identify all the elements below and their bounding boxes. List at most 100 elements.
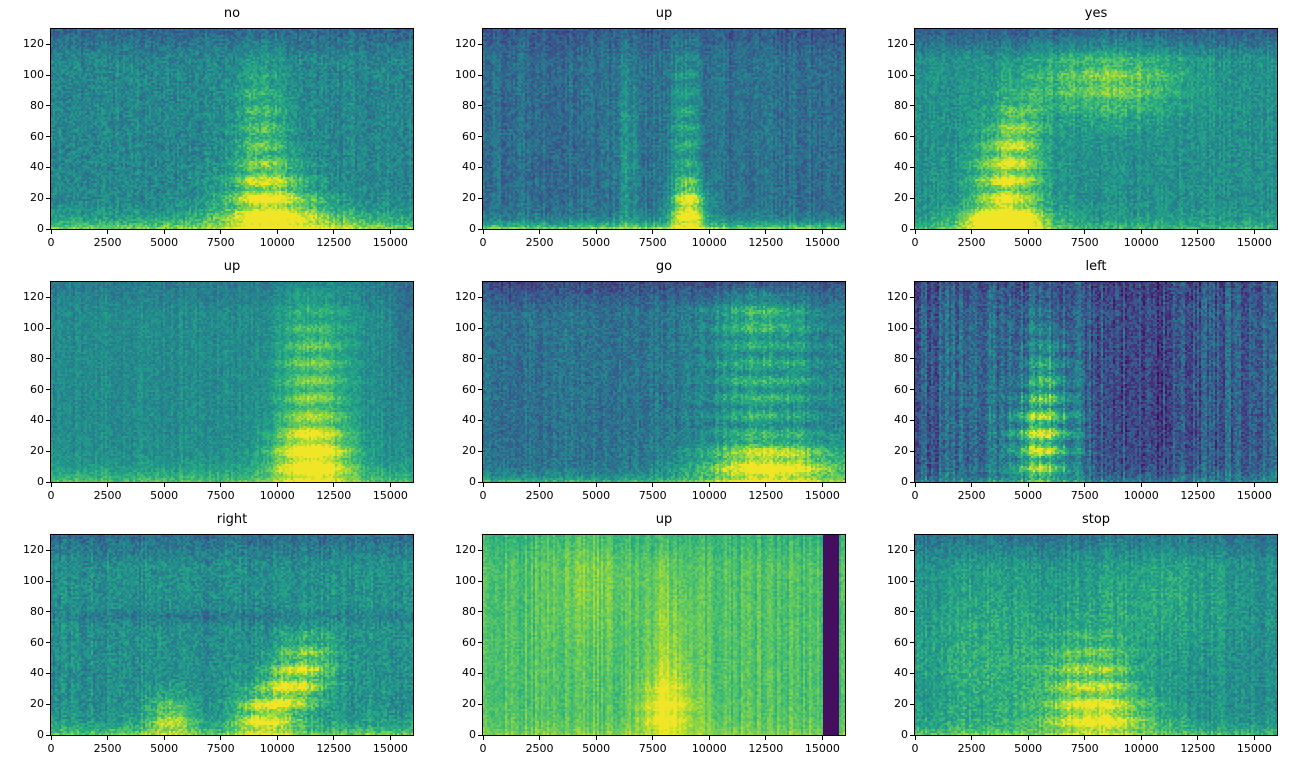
x-tick-mark <box>276 736 278 740</box>
subplot-title: no <box>223 6 241 21</box>
y-axis-tick-label: 80 <box>462 98 476 112</box>
x-axis-tick-label: 2500 <box>93 742 122 755</box>
y-tick-mark <box>478 703 482 705</box>
spectrogram-plot <box>914 281 1278 483</box>
x-axis-tick-label: 15000 <box>372 742 408 755</box>
x-axis-tick-label: 7500 <box>638 236 667 249</box>
x-tick-mark <box>1197 483 1199 487</box>
x-axis-tick-label: 7500 <box>1070 236 1099 249</box>
y-tick-mark <box>478 197 482 199</box>
y-tick-mark <box>478 419 482 421</box>
y-tick-mark <box>478 327 482 329</box>
y-axis-tick-label: 40 <box>462 160 476 174</box>
subplot-right: right 0 2500 5000 7500 10000 12500 15000 0 20 40 6… <box>0 506 432 759</box>
y-tick-mark <box>478 296 482 298</box>
subplot-up-1: up 0 2500 5000 7500 10000 12500 15000 0 20 40 60 80… <box>432 0 864 253</box>
x-axis-tick-label: 7500 <box>206 489 235 502</box>
spectrogram-plot <box>50 281 414 483</box>
y-tick-mark <box>46 136 50 138</box>
x-tick-mark <box>595 483 597 487</box>
y-axis-tick-label: 20 <box>462 191 476 205</box>
x-axis-tick-label: 0 <box>911 742 919 755</box>
y-tick-mark <box>46 419 50 421</box>
y-axis-tick-label: 100 <box>887 321 908 335</box>
y-axis-tick-label: 80 <box>30 604 44 618</box>
subplot-title: up <box>223 259 241 274</box>
x-axis-tick-label: 0 <box>911 489 919 502</box>
y-tick-mark <box>910 228 914 230</box>
y-axis-tick-label: 0 <box>469 728 476 741</box>
y-tick-mark <box>46 105 50 107</box>
spectrogram-canvas <box>51 29 413 229</box>
x-axis-tick-label: 15000 <box>804 742 840 755</box>
x-tick-mark <box>1027 230 1029 234</box>
y-tick-mark <box>478 105 482 107</box>
x-axis-tick-label: 12500 <box>316 236 352 249</box>
y-tick-mark <box>910 481 914 483</box>
y-tick-mark <box>46 481 50 483</box>
x-tick-mark <box>220 736 222 740</box>
y-axis-tick-label: 100 <box>887 68 908 82</box>
y-tick-mark <box>910 327 914 329</box>
y-axis-tick-label: 100 <box>455 321 476 335</box>
x-axis-tick-label: 5000 <box>1014 742 1043 755</box>
y-axis-tick-label: 120 <box>887 37 908 51</box>
y-axis-tick-label: 20 <box>30 191 44 205</box>
y-tick-mark <box>910 43 914 45</box>
x-tick-mark <box>1140 483 1142 487</box>
y-axis-tick-label: 60 <box>30 635 44 649</box>
y-tick-mark <box>478 43 482 45</box>
x-axis-tick-label: 2500 <box>525 489 554 502</box>
y-axis-tick-label: 60 <box>462 129 476 143</box>
subplot-up-2: up 0 2500 5000 7500 10000 12500 15000 0 20 40 60 80… <box>0 253 432 506</box>
y-axis-tick-label: 80 <box>894 351 908 365</box>
x-axis-tick-label: 7500 <box>1070 742 1099 755</box>
y-axis-tick-label: 0 <box>901 728 908 741</box>
y-axis-tick-label: 0 <box>37 475 44 488</box>
y-tick-mark <box>478 481 482 483</box>
y-axis-tick-label: 40 <box>894 413 908 427</box>
y-tick-mark <box>46 228 50 230</box>
y-tick-mark <box>910 703 914 705</box>
y-tick-mark <box>46 43 50 45</box>
y-tick-mark <box>910 672 914 674</box>
subplot-left: left 0 2500 5000 7500 10000 12500 15000 0 20 40 60… <box>864 253 1296 506</box>
x-tick-mark <box>708 736 710 740</box>
x-tick-mark <box>914 736 916 740</box>
y-axis-tick-label: 40 <box>30 160 44 174</box>
y-tick-mark <box>46 549 50 551</box>
x-tick-mark <box>595 736 597 740</box>
x-tick-mark <box>107 230 109 234</box>
subplot-go: go 0 2500 5000 7500 10000 12500 15000 0 20 40 60 80… <box>432 253 864 506</box>
x-axis-tick-label: 0 <box>911 236 919 249</box>
x-tick-mark <box>1084 736 1086 740</box>
x-tick-mark <box>163 230 165 234</box>
x-axis-tick-label: 12500 <box>1180 742 1216 755</box>
x-tick-mark <box>333 483 335 487</box>
y-tick-mark <box>46 703 50 705</box>
x-tick-mark <box>1027 736 1029 740</box>
x-axis-tick-label: 10000 <box>259 489 295 502</box>
x-tick-mark <box>333 230 335 234</box>
y-tick-mark <box>910 580 914 582</box>
spectrogram-canvas <box>51 282 413 482</box>
y-axis-tick-label: 80 <box>462 351 476 365</box>
x-tick-mark <box>482 483 484 487</box>
y-tick-mark <box>910 389 914 391</box>
y-tick-mark <box>478 611 482 613</box>
y-axis-tick-label: 60 <box>462 382 476 396</box>
x-axis-tick-label: 15000 <box>372 489 408 502</box>
x-axis-tick-label: 7500 <box>638 742 667 755</box>
y-tick-mark <box>478 136 482 138</box>
x-tick-mark <box>914 483 916 487</box>
x-axis-tick-label: 5000 <box>582 742 611 755</box>
x-axis-tick-label: 12500 <box>1180 489 1216 502</box>
x-tick-mark <box>1084 483 1086 487</box>
y-tick-mark <box>910 450 914 452</box>
y-tick-mark <box>46 296 50 298</box>
y-axis-tick-label: 60 <box>30 129 44 143</box>
x-axis-tick-label: 10000 <box>259 236 295 249</box>
y-axis-tick-label: 40 <box>462 666 476 680</box>
spectrogram-plot <box>914 534 1278 736</box>
